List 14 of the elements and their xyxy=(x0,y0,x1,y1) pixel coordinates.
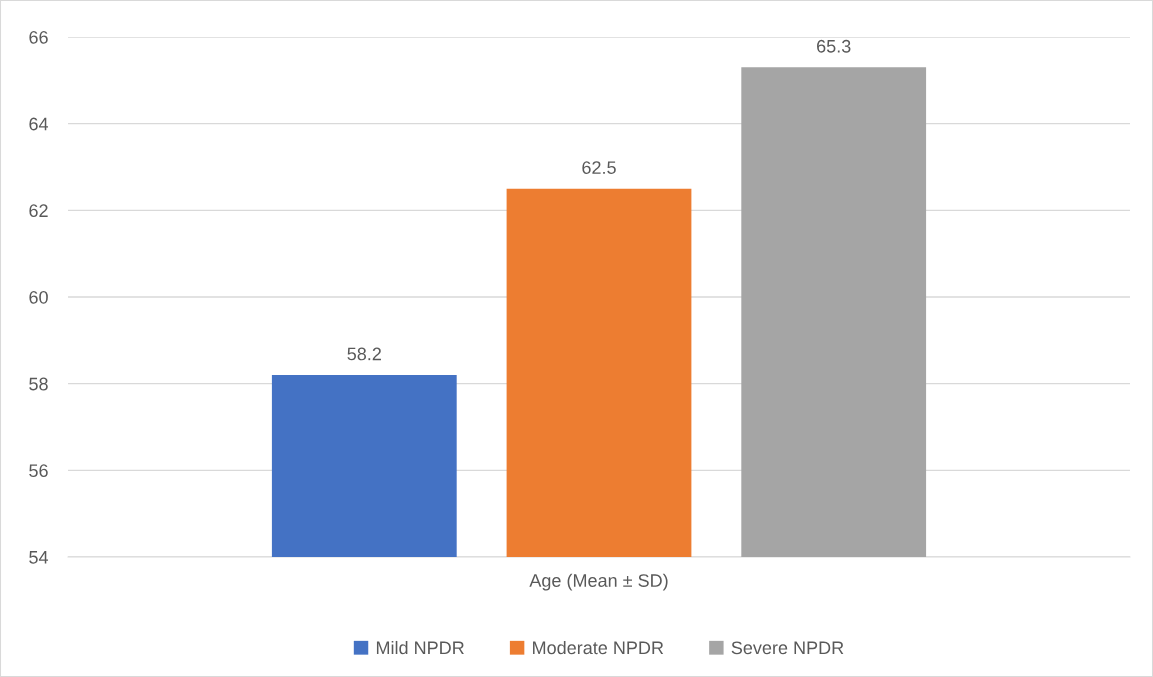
y-tick-label: 58 xyxy=(29,377,48,391)
y-tick-label: 66 xyxy=(29,30,48,44)
y-tick-label: 60 xyxy=(29,290,48,304)
data-label: 58.2 xyxy=(347,347,381,361)
y-tick-label: 64 xyxy=(29,117,49,131)
data-label: 65.3 xyxy=(817,39,851,53)
legend-label: Moderate NPDR xyxy=(533,640,664,655)
legend-label: Mild NPDR xyxy=(376,640,464,655)
y-tick-label: 54 xyxy=(29,551,49,564)
y-tick-label: 56 xyxy=(29,464,48,478)
data-label: 62.5 xyxy=(582,161,616,174)
x-tick-label: Age (Mean ± SD) xyxy=(529,573,668,591)
legend-label: Severe NPDR xyxy=(731,641,844,655)
y-tick-label: 62 xyxy=(29,204,48,218)
